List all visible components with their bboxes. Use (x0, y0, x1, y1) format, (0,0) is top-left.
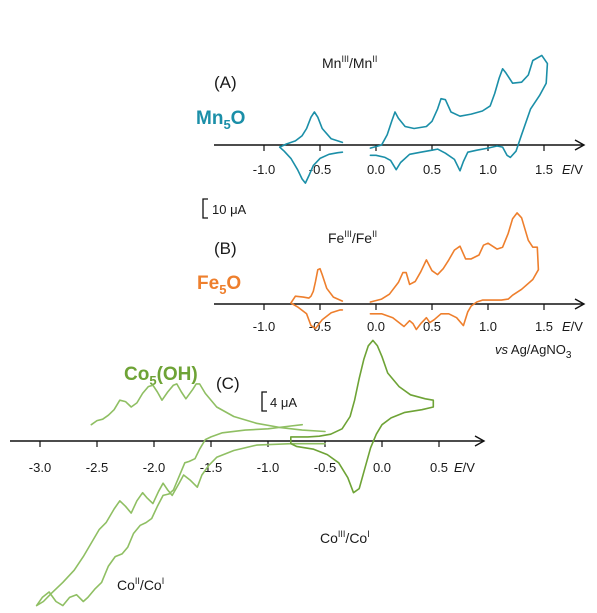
panel-b-traces (290, 212, 540, 331)
panel-c-couple-left-label: CoII/CoI (117, 576, 164, 593)
panel-a-axis-arrow (574, 139, 586, 151)
panel-b-axis-arrow (574, 298, 586, 310)
tick-label: -1.0 (253, 162, 275, 177)
panel-a-ticks (263, 145, 545, 151)
series-line-1-2 (369, 54, 549, 172)
panel-b: (B) Fe5O FeIII/FeII -1.0 -0.5 0.0 0.5 1.… (197, 212, 586, 361)
panel-b-compound: Fe5O (197, 273, 241, 297)
panel-c: (C) Co5(OH) -3.0 -2.5 -2.0 -1.5 -1.0 -0.… (10, 339, 486, 607)
scale-bar-label: 4 μA (270, 395, 297, 410)
panel-a-tick-labels: -1.0 -0.5 0.0 0.5 1.0 1.5 (253, 162, 553, 177)
tick-label: 1.5 (535, 319, 553, 334)
panel-b-reference: vs Ag/AgNO3 (495, 342, 572, 361)
panel-c-axis-arrow (474, 435, 486, 447)
tick-label: 1.0 (479, 319, 497, 334)
panel-b-label: (B) (214, 239, 237, 258)
series-line-3-2 (90, 383, 326, 433)
panel-c-label: (C) (216, 374, 240, 393)
tick-label: -2.5 (86, 460, 108, 475)
panel-a-label: (A) (214, 73, 237, 92)
tick-label: 0.5 (423, 319, 441, 334)
tick-label: 1.5 (535, 162, 553, 177)
panel-c-ticks (39, 441, 440, 447)
scale-bar-label: 10 μA (212, 202, 247, 217)
series-line-3-3 (289, 339, 435, 494)
tick-label: -1.0 (253, 319, 275, 334)
panel-b-x-label: E/V (562, 319, 583, 334)
tick-label: 1.0 (479, 162, 497, 177)
panel-a-traces (278, 54, 549, 184)
tick-label: 0.5 (430, 460, 448, 475)
series-line-2-1 (290, 267, 344, 330)
tick-label: -0.5 (314, 460, 336, 475)
panel-b-couple-label: FeIII/FeII (328, 229, 377, 246)
panel-a: (A) Mn5O MnIII/MnII -1.0 -0.5 0.0 0.5 1.… (196, 54, 586, 219)
panel-a-x-label: E/V (562, 162, 583, 177)
panel-c-scale-bar: 4 μA (261, 391, 297, 412)
tick-label: -3.0 (29, 460, 51, 475)
panel-a-couple-label: MnIII/MnII (322, 54, 377, 71)
panel-c-couple-right-label: CoIII/CoI (320, 529, 370, 546)
tick-label: 0.0 (367, 319, 385, 334)
tick-label: 0.0 (373, 460, 391, 475)
panel-a-compound: Mn5O (196, 108, 245, 132)
panel-b-tick-labels: -1.0 -0.5 0.0 0.5 1.0 1.5 (253, 319, 553, 334)
tick-label: 0.5 (423, 162, 441, 177)
tick-label: 0.0 (367, 162, 385, 177)
panel-c-x-label: E/V (454, 460, 475, 475)
series-line-3-1 (35, 423, 326, 607)
series-line-2-2 (369, 212, 540, 331)
panel-c-tick-labels: -3.0 -2.5 -2.0 -1.5 -1.0 -0.5 0.0 0.5 (29, 460, 448, 475)
panel-a-scale-bar: 10 μA (202, 198, 247, 219)
tick-label: -2.0 (143, 460, 165, 475)
panel-c-traces (35, 339, 435, 607)
panel-c-compound: Co5(OH) (124, 364, 198, 388)
tick-label: -0.5 (309, 162, 331, 177)
panel-b-ticks (263, 304, 545, 310)
series-line-1-1 (278, 111, 344, 184)
tick-label: -0.5 (309, 319, 331, 334)
tick-label: -1.0 (257, 460, 279, 475)
